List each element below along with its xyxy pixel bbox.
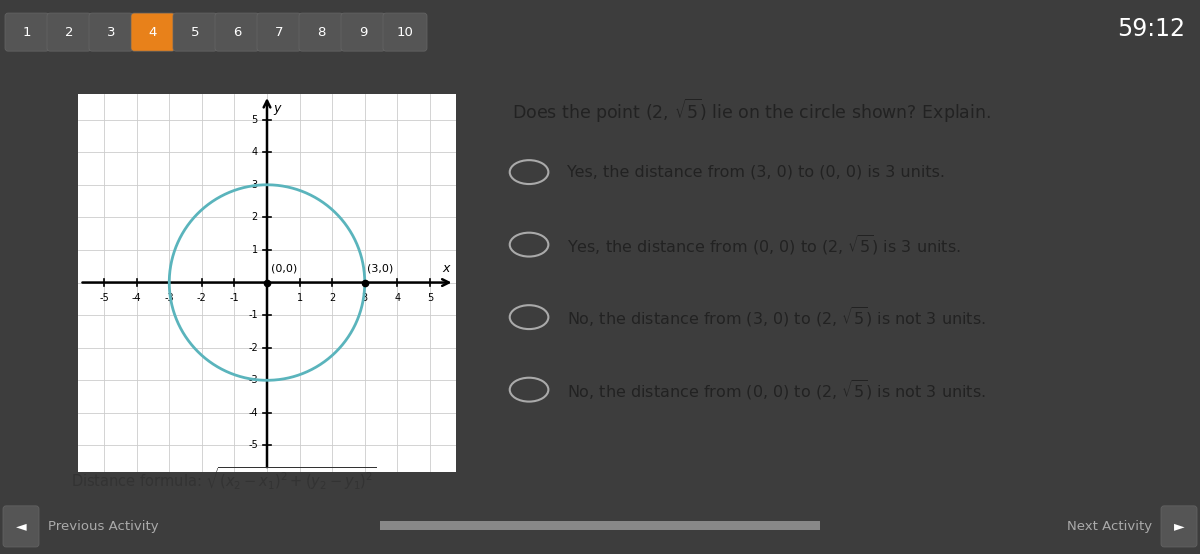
Text: y: y xyxy=(272,102,281,115)
Text: 3: 3 xyxy=(252,180,258,190)
Text: No, the distance from (0, 0) to (2, $\sqrt{5}$) is not 3 units.: No, the distance from (0, 0) to (2, $\sq… xyxy=(568,378,986,402)
Text: -1: -1 xyxy=(229,293,239,303)
Text: 2: 2 xyxy=(252,212,258,222)
FancyBboxPatch shape xyxy=(173,13,217,51)
Text: 2: 2 xyxy=(329,293,335,303)
FancyBboxPatch shape xyxy=(131,13,175,51)
Bar xyxy=(380,521,820,530)
Text: 1: 1 xyxy=(252,245,258,255)
FancyBboxPatch shape xyxy=(215,13,259,51)
Text: ◄: ◄ xyxy=(16,520,26,534)
FancyBboxPatch shape xyxy=(47,13,91,51)
Text: Previous Activity: Previous Activity xyxy=(48,520,158,533)
Text: 2: 2 xyxy=(65,25,73,39)
Text: -1: -1 xyxy=(248,310,258,320)
Text: Does the point (2, $\sqrt{5}$) lie on the circle shown? Explain.: Does the point (2, $\sqrt{5}$) lie on th… xyxy=(512,98,991,126)
Text: (3,0): (3,0) xyxy=(367,263,394,274)
Text: 5: 5 xyxy=(191,25,199,39)
FancyBboxPatch shape xyxy=(341,13,385,51)
Text: -4: -4 xyxy=(248,408,258,418)
Text: -5: -5 xyxy=(248,440,258,450)
Text: -2: -2 xyxy=(197,293,206,303)
Text: 4: 4 xyxy=(252,147,258,157)
FancyBboxPatch shape xyxy=(89,13,133,51)
Text: 1: 1 xyxy=(296,293,302,303)
FancyBboxPatch shape xyxy=(257,13,301,51)
FancyBboxPatch shape xyxy=(383,13,427,51)
Text: -3: -3 xyxy=(248,375,258,385)
Text: 59:12: 59:12 xyxy=(1117,17,1186,41)
Text: 4: 4 xyxy=(395,293,401,303)
Text: x: x xyxy=(443,263,450,275)
Text: No, the distance from (3, 0) to (2, $\sqrt{5}$) is not 3 units.: No, the distance from (3, 0) to (2, $\sq… xyxy=(568,305,986,329)
Text: 9: 9 xyxy=(359,25,367,39)
Text: 5: 5 xyxy=(252,115,258,125)
FancyBboxPatch shape xyxy=(2,506,38,547)
Text: 3: 3 xyxy=(107,25,115,39)
Text: (0,0): (0,0) xyxy=(271,263,298,274)
Text: 7: 7 xyxy=(275,25,283,39)
Text: 4: 4 xyxy=(149,25,157,39)
Text: -5: -5 xyxy=(100,293,109,303)
FancyBboxPatch shape xyxy=(5,13,49,51)
Text: -4: -4 xyxy=(132,293,142,303)
Text: Yes, the distance from (3, 0) to (0, 0) is 3 units.: Yes, the distance from (3, 0) to (0, 0) … xyxy=(568,165,946,179)
FancyBboxPatch shape xyxy=(1162,506,1198,547)
Text: Next Activity: Next Activity xyxy=(1067,520,1152,533)
Text: 8: 8 xyxy=(317,25,325,39)
Text: Distance formula: $\sqrt{(x_2 - x_1)^2 + (y_2 - y_1)^2}$: Distance formula: $\sqrt{(x_2 - x_1)^2 +… xyxy=(71,466,377,492)
Text: 6: 6 xyxy=(233,25,241,39)
Text: Yes, the distance from (0, 0) to (2, $\sqrt{5}$) is 3 units.: Yes, the distance from (0, 0) to (2, $\s… xyxy=(568,233,961,257)
FancyBboxPatch shape xyxy=(299,13,343,51)
Text: ►: ► xyxy=(1174,520,1184,534)
Text: -2: -2 xyxy=(248,343,258,353)
Text: 5: 5 xyxy=(427,293,433,303)
Text: 10: 10 xyxy=(396,25,414,39)
Text: -3: -3 xyxy=(164,293,174,303)
Text: 1: 1 xyxy=(23,25,31,39)
Text: 3: 3 xyxy=(361,293,368,303)
